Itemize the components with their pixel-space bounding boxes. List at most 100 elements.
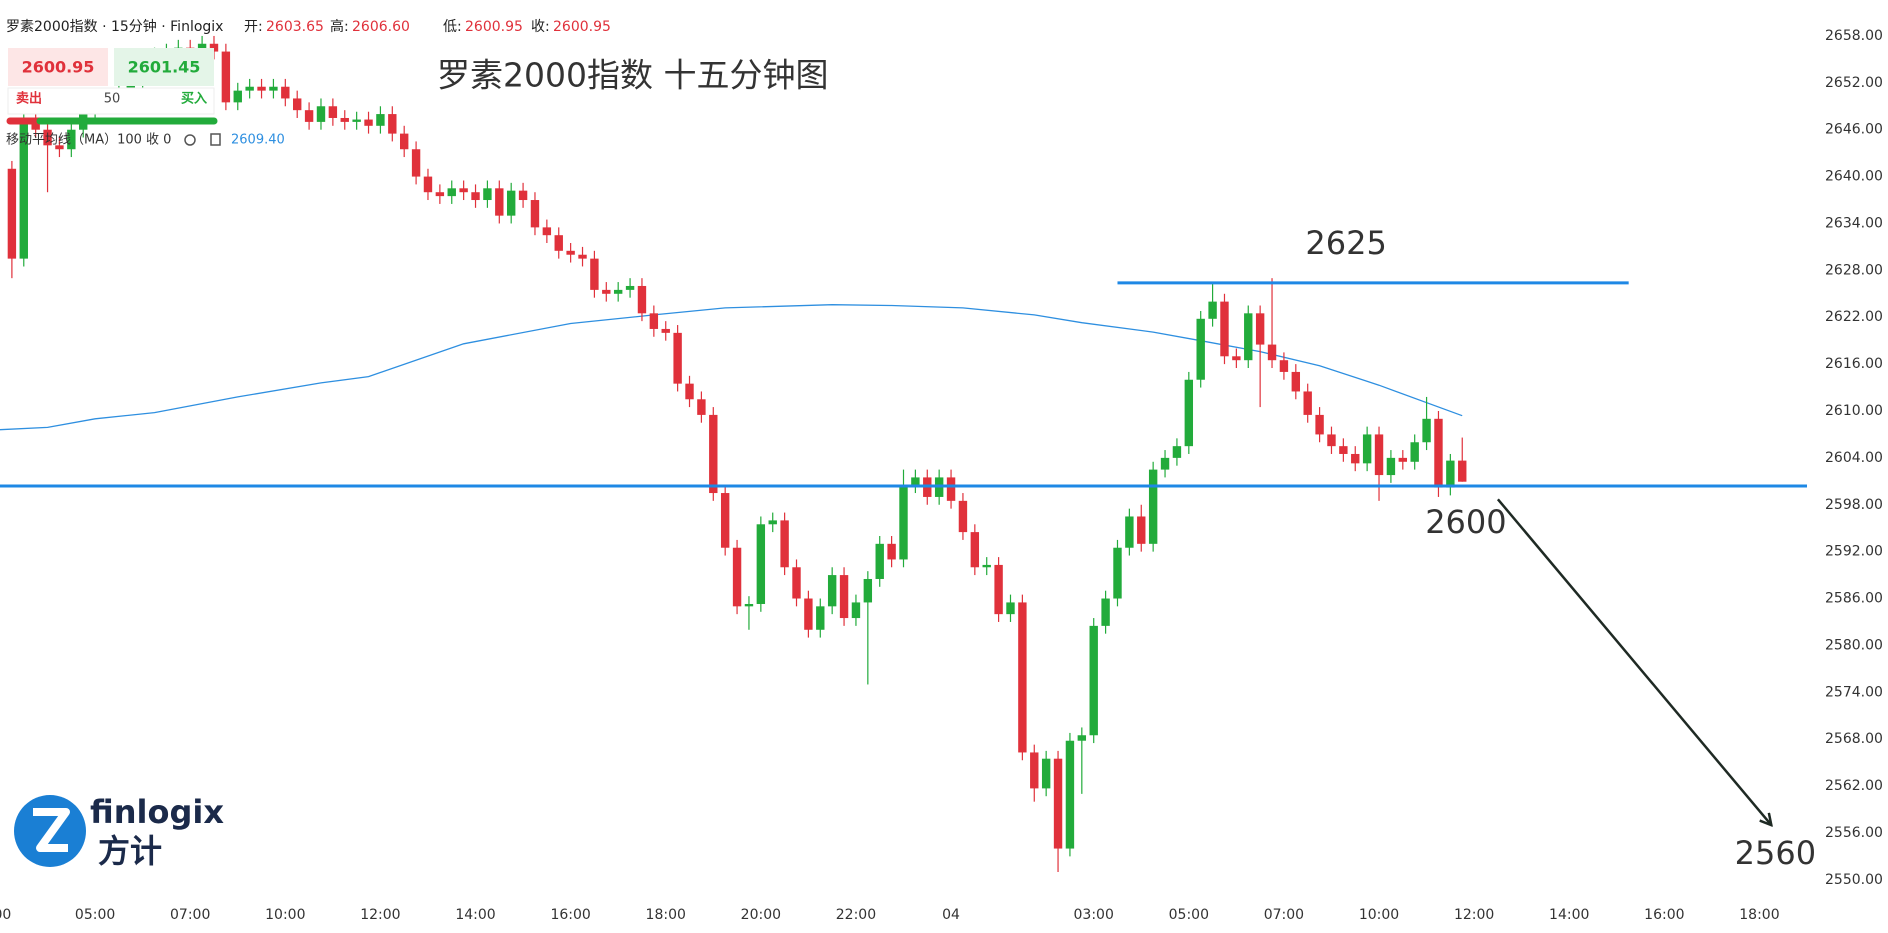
y-tick-label: 2598.00	[1825, 497, 1883, 513]
x-tick-label: 10:00	[265, 907, 305, 923]
candle-body	[1220, 301, 1229, 357]
candle-body	[554, 235, 563, 251]
amount-input[interactable]: 50	[104, 92, 121, 107]
candle-body	[970, 532, 980, 568]
candle-body	[435, 192, 445, 197]
x-tick-label: 12:00	[360, 907, 400, 923]
candle-body	[697, 399, 706, 415]
candle-body	[1255, 313, 1265, 345]
candle-body	[316, 106, 326, 122]
logo-mark	[33, 808, 70, 852]
candle-body	[471, 192, 480, 201]
candle-body	[364, 119, 373, 126]
candle-body	[55, 145, 64, 150]
candle-body	[1148, 469, 1158, 544]
y-tick-label: 2586.00	[1825, 591, 1883, 607]
buy-box[interactable]	[114, 48, 214, 86]
candle-body	[566, 250, 575, 255]
high-label: 高:	[330, 18, 349, 35]
candle-body	[1267, 344, 1277, 361]
candle-body	[613, 289, 623, 294]
candle-body	[1351, 453, 1360, 464]
candle-body	[1434, 418, 1443, 488]
candle-body	[340, 117, 349, 122]
annotation-label: 2625	[1305, 224, 1386, 262]
indicator-label: 移动平均线（MA）100 收 0	[6, 133, 171, 148]
candle-body	[1232, 356, 1241, 361]
y-tick-label: 2652.00	[1825, 75, 1883, 91]
y-tick-label: 2550.00	[1825, 872, 1883, 888]
candle-body	[804, 598, 813, 630]
y-tick-label: 2556.00	[1825, 825, 1883, 841]
y-tick-label: 2616.00	[1825, 356, 1883, 372]
x-tick-label: 12:00	[1454, 907, 1494, 923]
low-label: 低:	[443, 19, 462, 35]
candle-body	[1089, 625, 1098, 736]
x-tick-label: 18:00	[646, 907, 686, 923]
candle-body	[1018, 602, 1027, 753]
y-tick-label: 2646.00	[1825, 122, 1883, 138]
candle-body	[447, 188, 456, 197]
candle-body	[578, 254, 587, 259]
y-tick-label: 2568.00	[1825, 731, 1883, 747]
candle-body	[1398, 457, 1408, 462]
candle-body	[1315, 414, 1324, 435]
candle-body	[269, 86, 278, 91]
close-value: 2600.95	[553, 19, 611, 35]
candle-body	[851, 602, 861, 619]
plot-area: 2550.00 2556.00 2562.00 2568.00 2574.00 2580.…	[0, 28, 1883, 923]
low-value: 2600.95	[465, 19, 523, 35]
x-tick-label: :00	[0, 907, 11, 923]
candle-body	[1327, 434, 1336, 447]
sell-box[interactable]	[8, 48, 108, 86]
candle-body	[328, 106, 338, 118]
candle-body	[423, 176, 433, 193]
x-tick-label: 04	[942, 907, 960, 923]
candle-body	[590, 258, 599, 290]
candle-body	[1125, 516, 1134, 548]
candle-body	[1374, 434, 1384, 476]
y-tick-label: 2592.00	[1825, 544, 1883, 560]
candle-body	[542, 227, 552, 236]
candle-body	[1053, 758, 1063, 849]
y-tick-label: 2640.00	[1825, 169, 1883, 185]
y-tick-label: 2574.00	[1825, 684, 1883, 700]
candle-body	[221, 51, 231, 103]
candle-body	[376, 114, 385, 126]
candle-body	[863, 578, 873, 603]
settings-icon[interactable]	[184, 134, 196, 146]
candle-body	[388, 114, 397, 134]
candle-body	[1041, 758, 1051, 789]
candle-body	[1244, 313, 1253, 361]
moving-average-line	[0, 304, 1463, 431]
candle-body	[732, 547, 742, 607]
candle-body	[483, 188, 492, 201]
candle-body	[19, 121, 28, 259]
open-value: 2603.65	[266, 19, 324, 35]
sell-button[interactable]: 卖出	[16, 91, 42, 107]
x-tick-label: 07:00	[1264, 907, 1304, 923]
candle-body	[1137, 516, 1146, 544]
bid-price[interactable]: 2600.95	[22, 58, 95, 77]
buy-button[interactable]: 买入	[181, 92, 207, 107]
symbol-label: 罗素2000指数 · 15分钟 · Finlogix	[6, 18, 223, 35]
y-tick-label: 2604.00	[1825, 450, 1883, 466]
candle-body	[518, 190, 528, 201]
candle-body	[1065, 740, 1075, 849]
candle-body	[245, 86, 254, 91]
ask-price[interactable]: 2601.45	[128, 58, 201, 77]
candle-body	[661, 328, 670, 333]
candle-body	[1458, 460, 1467, 482]
x-tick-label: 22:00	[836, 907, 876, 923]
y-tick-label: 2628.00	[1825, 262, 1883, 278]
logo-brand: finlogix	[90, 793, 224, 831]
candle-body	[887, 543, 896, 560]
high-value: 2606.60	[352, 19, 410, 35]
delete-icon[interactable]	[210, 133, 221, 146]
x-tick-label: 07:00	[170, 907, 210, 923]
candle-body	[827, 575, 837, 607]
x-tick-label: 16:00	[550, 907, 590, 923]
annotation-label: 2600	[1425, 503, 1506, 541]
y-tick-label: 2610.00	[1825, 403, 1883, 419]
